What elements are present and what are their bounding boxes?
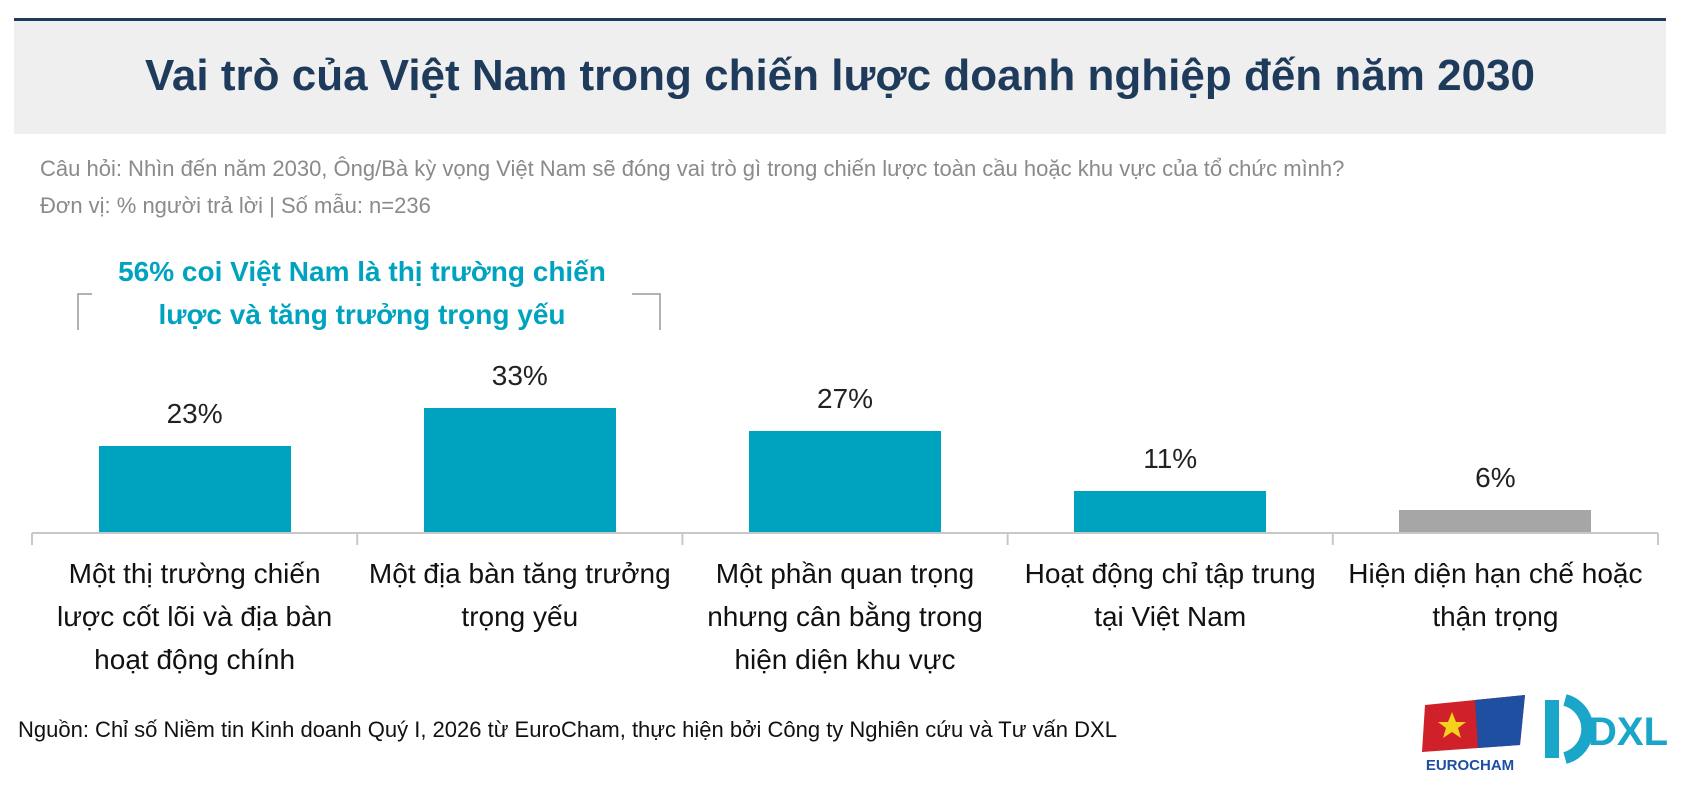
- source: Nguồn: Chỉ số Niềm tin Kinh doanh Quý I,…: [18, 717, 1117, 742]
- subtitle: Câu hỏi: Nhìn đến năm 2030, Ông/Bà kỳ vọ…: [40, 156, 1345, 181]
- logo-text: DXL: [1588, 710, 1668, 754]
- bar: [98, 445, 291, 532]
- eurocham-logo: EUROCHAM: [1422, 695, 1525, 774]
- bar: [749, 430, 941, 532]
- category-label: Một phần quan trọng nhưng cân bằng trong…: [707, 558, 983, 675]
- chart-title: Vai trò của Việt Nam trong chiến lược do…: [145, 51, 1535, 100]
- title-band: [14, 18, 1666, 134]
- value-label: 11%: [1143, 442, 1198, 474]
- category-label: Một địa bàn tăng trưởng trọng yếu: [368, 558, 671, 632]
- value-label: 27%: [816, 382, 874, 414]
- category-label: Hiện diện hạn chế hoặc thận trọng: [1348, 558, 1643, 632]
- value-label: 6%: [1475, 461, 1516, 493]
- bar: [423, 408, 616, 532]
- annotation: 56% coi Việt Nam là thị trường chiến lượ…: [118, 256, 606, 330]
- value-label: 23%: [166, 397, 223, 429]
- bracket: [632, 293, 661, 330]
- subtitle: Đơn vị: % người trả lời | Số mẫu: n=236: [40, 193, 431, 218]
- ticks: [31, 533, 1659, 545]
- dxl-logo: DXL: [1545, 694, 1668, 764]
- bracket: [77, 293, 92, 330]
- category-label: Một thị trường chiến lược cốt lõi và địa…: [56, 558, 333, 675]
- bar: [1074, 490, 1267, 532]
- logo-text: EUROCHAM: [1426, 757, 1514, 774]
- value-label: 33%: [491, 360, 548, 392]
- bar: [1399, 509, 1592, 532]
- category-label: Hoạt động chỉ tập trung tại Việt Nam: [1024, 558, 1316, 632]
